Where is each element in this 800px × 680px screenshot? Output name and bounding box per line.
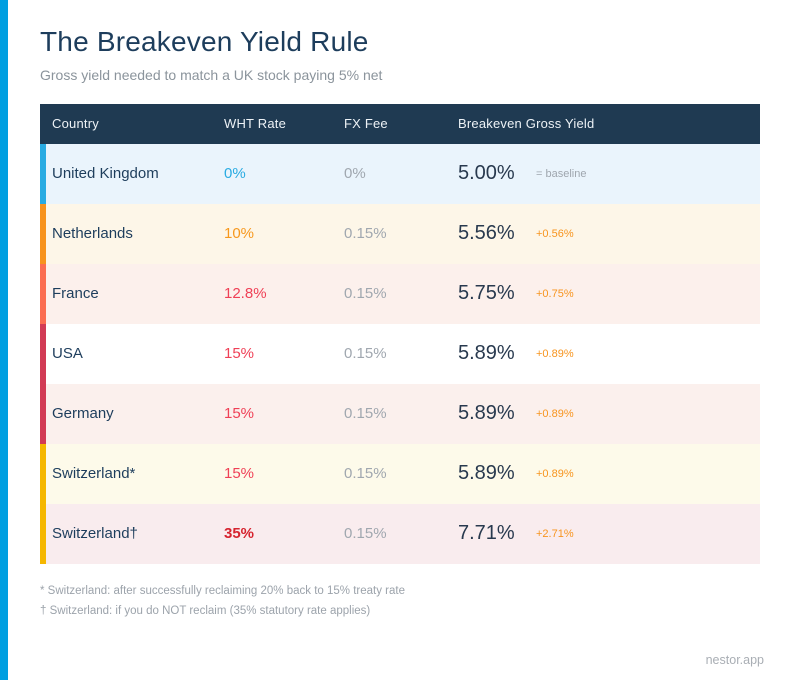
table-row: Switzerland* 15% 0.15% 5.89% +0.89%: [40, 443, 760, 504]
row-delta-note: +0.89%: [536, 347, 574, 360]
breakeven-table: Country WHT Rate FX Fee Breakeven Gross …: [40, 103, 760, 564]
row-country: France: [52, 285, 99, 303]
row-fx-fee: 0.15%: [344, 345, 387, 363]
row-breakeven-group: 5.89% +0.89%: [458, 342, 760, 365]
row-delta-note: +2.71%: [536, 527, 574, 540]
row-breakeven-group: 5.75% +0.75%: [458, 282, 760, 305]
page-subtitle: Gross yield needed to match a UK stock p…: [40, 66, 383, 83]
row-delta-note: +0.56%: [536, 227, 574, 240]
row-breakeven-group: 5.89% +0.89%: [458, 402, 760, 425]
column-header-country: Country: [52, 116, 99, 132]
column-header-wht-rate: WHT Rate: [224, 116, 287, 132]
row-breakeven-group: 5.89% +0.89%: [458, 462, 760, 485]
table-header-row: Country WHT Rate FX Fee Breakeven Gross …: [40, 103, 760, 144]
row-breakeven-value: 7.71%: [458, 522, 515, 545]
table-row: USA 15% 0.15% 5.89% +0.89%: [40, 323, 760, 384]
table-row: Netherlands 10% 0.15% 5.56% +0.56%: [40, 203, 760, 264]
row-delta-note: +0.89%: [536, 407, 574, 420]
row-wht-rate: 35%: [224, 525, 255, 543]
row-country: Germany: [52, 405, 114, 423]
row-fx-fee: 0.15%: [344, 465, 387, 483]
row-wht-rate: 12.8%: [224, 285, 267, 303]
column-header-breakeven-gross-yield: Breakeven Gross Yield: [458, 116, 595, 132]
row-fx-fee: 0.15%: [344, 405, 387, 423]
infographic: The Breakeven Yield Rule Gross yield nee…: [40, 0, 760, 621]
column-header-fx-fee: FX Fee: [344, 116, 388, 132]
row-fx-fee: 0.15%: [344, 525, 387, 543]
row-delta-note: +0.75%: [536, 287, 574, 300]
row-country: Netherlands: [52, 225, 133, 243]
row-wht-rate: 15%: [224, 465, 255, 483]
row-breakeven-value: 5.00%: [458, 162, 515, 185]
row-country: Switzerland*: [52, 465, 136, 483]
row-country: USA: [52, 345, 83, 363]
row-breakeven-value: 5.89%: [458, 402, 515, 425]
table-row: France 12.8% 0.15% 5.75% +0.75%: [40, 263, 760, 324]
row-breakeven-group: 7.71% +2.71%: [458, 522, 760, 545]
row-wht-rate: 15%: [224, 345, 255, 363]
row-breakeven-group: 5.00% = baseline: [458, 162, 760, 185]
row-breakeven-value: 5.89%: [458, 342, 515, 365]
row-fx-fee: 0%: [344, 165, 366, 183]
footnote-switzerland-reclaim: * Switzerland: after successfully reclai…: [40, 584, 405, 597]
row-breakeven-value: 5.75%: [458, 282, 515, 305]
row-fx-fee: 0.15%: [344, 285, 387, 303]
row-delta-note: = baseline: [536, 167, 587, 180]
row-country: Switzerland†: [52, 525, 138, 543]
row-breakeven-value: 5.56%: [458, 222, 515, 245]
row-breakeven-group: 5.56% +0.56%: [458, 222, 760, 245]
table-row: Switzerland† 35% 0.15% 7.71% +2.71%: [40, 503, 760, 564]
row-wht-rate: 15%: [224, 405, 255, 423]
row-fx-fee: 0.15%: [344, 225, 387, 243]
left-accent-stripe: [0, 0, 8, 680]
footnote-switzerland-no-reclaim: † Switzerland: if you do NOT reclaim (35…: [40, 604, 371, 617]
row-delta-note: +0.89%: [536, 467, 574, 480]
row-wht-rate: 10%: [224, 225, 255, 243]
table-row: Germany 15% 0.15% 5.89% +0.89%: [40, 383, 760, 444]
row-country: United Kingdom: [52, 165, 159, 183]
row-wht-rate: 0%: [224, 165, 246, 183]
row-breakeven-value: 5.89%: [458, 462, 515, 485]
table-body: United Kingdom 0% 0% 5.00% = baseline Ne…: [40, 143, 760, 564]
page-title: The Breakeven Yield Rule: [40, 26, 369, 57]
footnotes: * Switzerland: after successfully reclai…: [40, 581, 760, 621]
table-row: United Kingdom 0% 0% 5.00% = baseline: [40, 143, 760, 204]
brand-watermark: nestor.app: [705, 653, 764, 667]
